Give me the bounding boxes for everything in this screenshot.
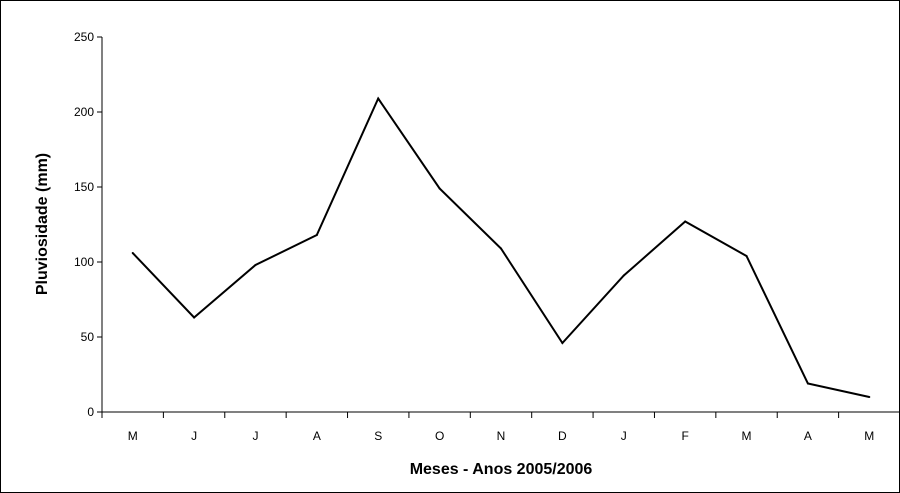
x-tick-label: S: [374, 429, 382, 443]
y-axis-title: Pluviosidade (mm): [34, 153, 51, 295]
x-tick-label: J: [621, 429, 627, 443]
data-point: [561, 342, 564, 344]
x-axis-title: Meses - Anos 2005/2006: [410, 461, 593, 478]
y-tick-label: 0: [87, 405, 94, 419]
data-point: [622, 274, 625, 277]
x-tick-label: A: [804, 429, 812, 443]
data-point: [438, 187, 441, 190]
data-point: [315, 234, 318, 236]
y-tick-label: 150: [74, 180, 94, 194]
y-tick-label: 200: [74, 105, 94, 119]
y-tick-label: 100: [74, 255, 94, 269]
data-point: [254, 264, 257, 266]
y-tick-label: 250: [74, 30, 94, 44]
y-axis: 0 50 100 150 200 250: [74, 30, 103, 419]
series-group: [131, 96, 871, 398]
x-tick-label: D: [558, 429, 567, 443]
x-tick-label: M: [742, 429, 752, 443]
data-point: [131, 252, 134, 254]
data-point: [684, 220, 687, 223]
data-point: [193, 316, 196, 319]
y-tick-label: 50: [81, 330, 95, 344]
data-point: [745, 255, 748, 257]
data-point: [806, 382, 809, 385]
x-tick-label: N: [497, 429, 506, 443]
x-tick-label: J: [191, 429, 197, 443]
data-point: [868, 396, 871, 398]
x-tick-label: A: [313, 429, 321, 443]
x-tick-label: M: [128, 429, 138, 443]
x-tick-label: J: [252, 429, 258, 443]
x-tick-label: M: [864, 429, 874, 443]
data-point: [500, 247, 502, 250]
data-point: [377, 97, 380, 100]
x-tick-label: O: [435, 429, 444, 443]
x-tick-label: F: [681, 429, 688, 443]
